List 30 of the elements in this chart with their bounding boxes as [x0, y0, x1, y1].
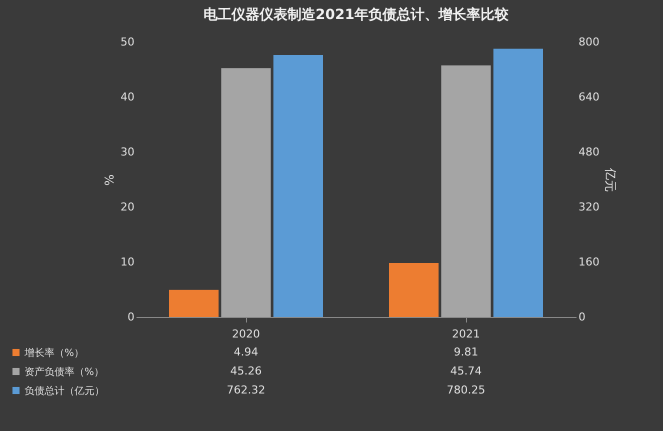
data-label: 780.25	[446, 384, 486, 396]
bar	[441, 65, 491, 317]
y-tick-label: 30	[120, 146, 134, 158]
y-tick-label: 10	[120, 256, 134, 268]
y2-tick-label: 800	[578, 36, 600, 48]
y2-tick-label: 640	[578, 90, 600, 104]
y-axis-title: %	[102, 174, 117, 186]
legend-label: 增长率（%）	[24, 347, 84, 359]
x-tick-label: 2020	[232, 328, 260, 340]
y2-tick-label: 320	[578, 200, 600, 214]
data-label: 45.26	[230, 364, 262, 378]
data-label: 9.81	[454, 346, 478, 358]
y2-tick-label: 160	[578, 256, 600, 268]
y-tick-label: 20	[120, 200, 134, 214]
y-tick-label: 40	[120, 90, 134, 104]
chart-title: 电工仪器仪表制造2021年负债总计、增长率比较	[204, 6, 510, 23]
bar	[169, 290, 219, 317]
y-tick-label: 0	[128, 310, 134, 324]
bar	[389, 263, 439, 317]
y-tick-label: 50	[120, 36, 134, 48]
data-label: 762.32	[226, 384, 266, 396]
data-label: 4.94	[234, 346, 258, 358]
legend-label: 负债总计（亿元）	[24, 385, 104, 397]
y2-axis-title: 亿元	[603, 167, 618, 192]
bar	[221, 68, 271, 317]
y2-tick-label: 0	[578, 310, 586, 324]
data-label: 45.74	[450, 364, 482, 378]
y2-tick-label: 480	[578, 146, 600, 158]
legend-label: 资产负债率（%）	[24, 366, 104, 378]
x-tick-label: 2021	[452, 328, 480, 340]
